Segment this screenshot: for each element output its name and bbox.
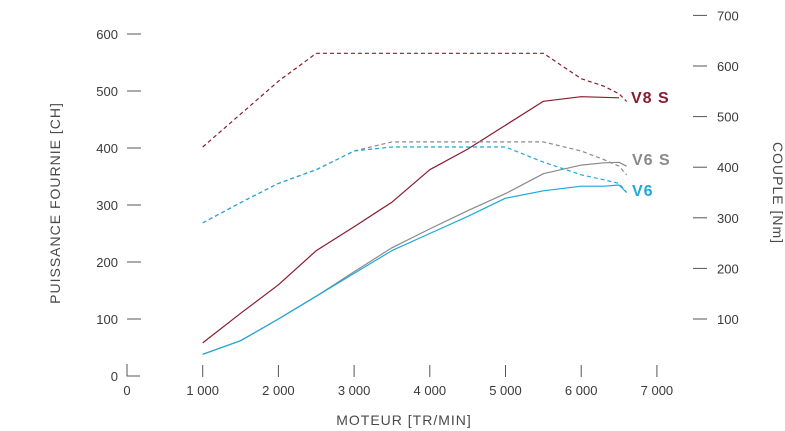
- x-tick-label: 2 000: [262, 383, 295, 398]
- x-axis-title: MOTEUR [TR/MIN]: [336, 412, 472, 428]
- x-tick-label: 4 000: [414, 383, 447, 398]
- v6-power-line: [202, 184, 628, 355]
- y-left-tick-label: 100: [96, 312, 118, 327]
- y-right-tick-label: 600: [717, 59, 739, 74]
- x-tick-label: 1 000: [186, 383, 219, 398]
- v6-s-series-label: V6 S: [632, 152, 671, 169]
- x-tick-label: 5 000: [489, 383, 522, 398]
- v8-s-torque-line: [202, 52, 628, 148]
- series-labels-layer: V8 S V6 S V6: [631, 90, 671, 200]
- origin-corner-tick: [126, 364, 140, 377]
- y-left-tick-label: 0: [111, 369, 118, 384]
- x-tick-label: 3 000: [338, 383, 371, 398]
- y-axis-right-title: COUPLE [Nm]: [770, 142, 785, 244]
- v6-series-label: V6: [632, 183, 654, 200]
- y-right-tick-label: 700: [717, 8, 739, 23]
- y-left-tick-label: 400: [96, 141, 118, 156]
- v8-s-power-line: [202, 96, 620, 344]
- x-tick-label: 6 000: [565, 383, 598, 398]
- v8-s-series-label: V8 S: [631, 90, 670, 107]
- y-right-tick-label: 200: [717, 261, 739, 276]
- y-left-tick-label: 500: [96, 84, 118, 99]
- series-lines-layer: [202, 52, 628, 355]
- y-axis-left-title: PUISSANCE FOURNIE [CH]: [47, 102, 63, 304]
- y-right-tick-label: 500: [717, 110, 739, 125]
- x-tick-label: 0: [123, 383, 130, 398]
- y-right-tick-label: 100: [717, 312, 739, 327]
- y-left-tick-label: 300: [96, 198, 118, 213]
- v6-torque-line: [202, 146, 628, 224]
- y-right-tick-label: 400: [717, 160, 739, 175]
- x-tick-label: 7 000: [641, 383, 674, 398]
- y-right-tick-label: 300: [717, 211, 739, 226]
- y-left-tick-label: 200: [96, 255, 118, 270]
- axes-layer: 0 1 000 2 000 3 000 4 000 5 000 6 000 7 000 0 100…: [96, 8, 738, 398]
- y-left-tick-label: 600: [96, 27, 118, 42]
